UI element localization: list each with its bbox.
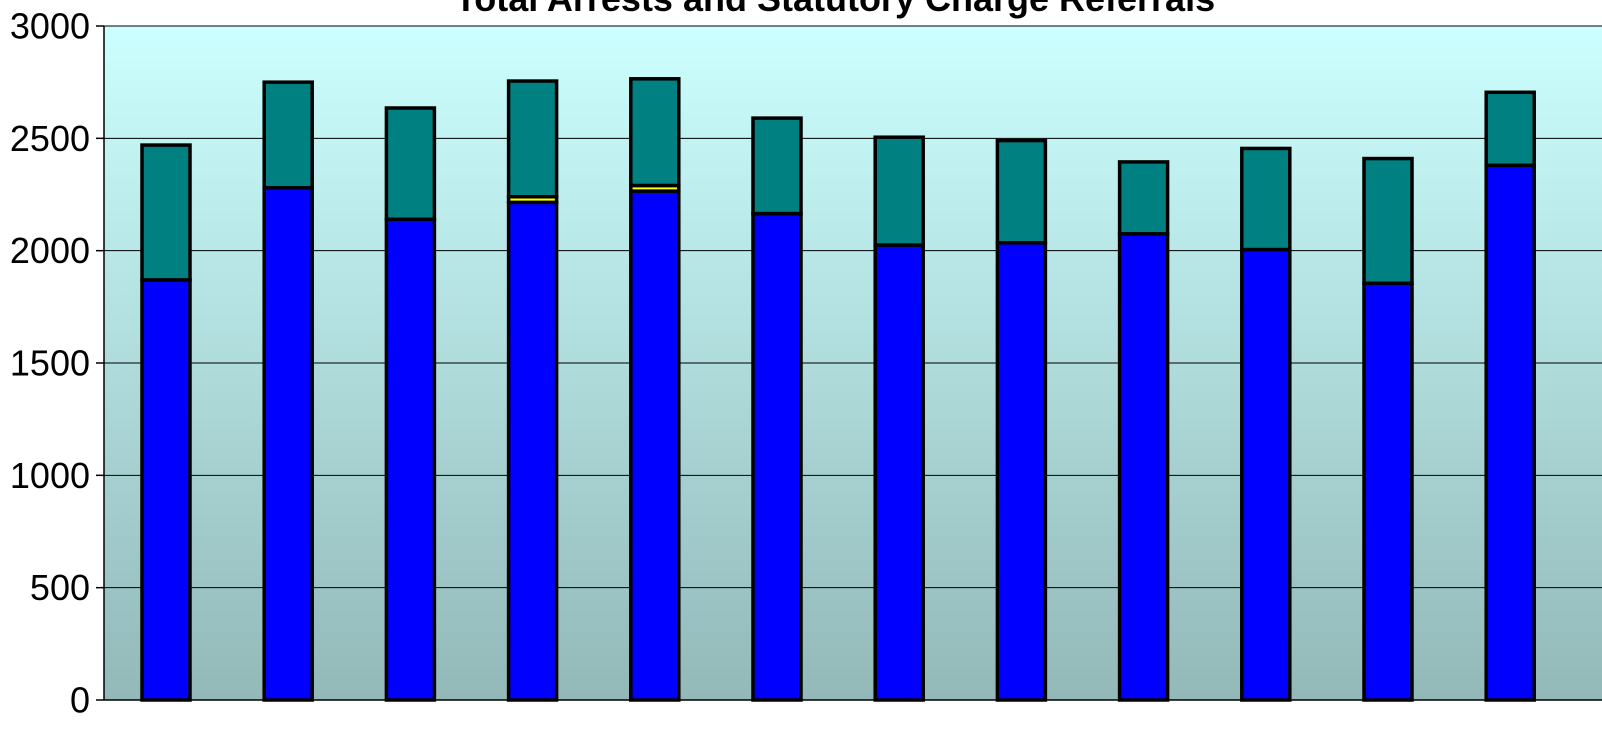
bar-segment (262, 80, 314, 190)
bar-segment (995, 138, 1048, 245)
bar-segment (262, 186, 314, 702)
y-tick-label: 1000 (10, 455, 90, 496)
bar-segment (384, 217, 437, 702)
bar-segment (995, 241, 1048, 702)
y-tick-label: 1500 (10, 343, 90, 384)
bar-segment (751, 211, 803, 702)
bar-segment (629, 189, 681, 702)
bar-segment (384, 106, 437, 221)
bar-segment (1484, 163, 1536, 702)
bar-segment (1484, 90, 1536, 168)
bar-segment (506, 200, 559, 702)
y-tick-label: 3000 (10, 6, 90, 47)
y-tick-label: 500 (30, 567, 90, 608)
bar-segment (1240, 146, 1292, 252)
bar-segment (140, 278, 192, 702)
y-tick-label: 2000 (10, 230, 90, 271)
bar-segment (629, 77, 681, 188)
bar-segment (751, 116, 803, 216)
bar-segment (873, 243, 925, 702)
bar-segment (1240, 247, 1292, 702)
chart-title: Total Arrests and Statutory Charge Refer… (0, 0, 1602, 20)
bar-segment (140, 143, 192, 282)
bar-segment (1362, 156, 1414, 285)
bar-segment (506, 79, 559, 199)
bar-segment (873, 135, 925, 247)
bar-segment (1117, 160, 1170, 236)
y-tick-label: 2500 (10, 118, 90, 159)
y-tick-label: 0 (70, 680, 90, 721)
bar-segment (1117, 232, 1170, 702)
bar-segment (1362, 281, 1414, 702)
